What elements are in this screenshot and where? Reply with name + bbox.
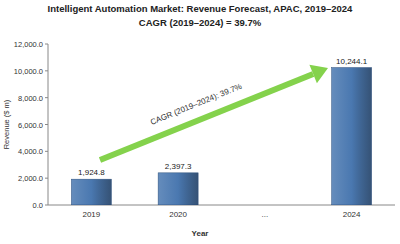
bar [158,173,198,205]
bar [332,68,372,205]
y-tick-label: 8,000.0 [18,94,43,103]
data-label: 1,924.8 [78,168,105,177]
y-tick-label: 12,000.0 [14,40,43,49]
x-tick-label: ... [262,210,269,219]
y-tick [45,70,48,71]
bar [71,179,111,205]
x-axis-label: Year [192,229,209,238]
y-tick [45,124,48,125]
subtitle: CAGR (2019–2024) = 39.7% [139,17,262,28]
y-tick [45,205,48,206]
data-label: 2,397.3 [165,162,192,171]
y-axis-label: Revenue ($ m) [2,99,11,149]
chart: Intelligent Automation Market: Revenue F… [0,0,400,244]
title: Intelligent Automation Market: Revenue F… [48,3,354,14]
y-tick-label: 10,000.0 [14,67,43,76]
y-tick [45,97,48,98]
y-tick [45,178,48,179]
y-tick [45,44,48,45]
bars [71,68,371,205]
data-label: 10,244.1 [336,57,368,66]
y-tick-label: 0.0 [33,201,43,210]
x-tick-label: 2019 [82,210,100,219]
y-tick-label: 4,000.0 [18,147,43,156]
cagr-annotation: CAGR (2019–2024): 39.7% [149,82,243,127]
x-tick-label: 2020 [169,210,187,219]
cagr-arrow [100,74,313,160]
y-tick-label: 6,000.0 [18,121,43,130]
cagr-arrow-head [309,65,328,84]
x-tick-label: 2024 [343,210,361,219]
y-tick [45,151,48,152]
y-tick-label: 2,000.0 [18,174,43,183]
